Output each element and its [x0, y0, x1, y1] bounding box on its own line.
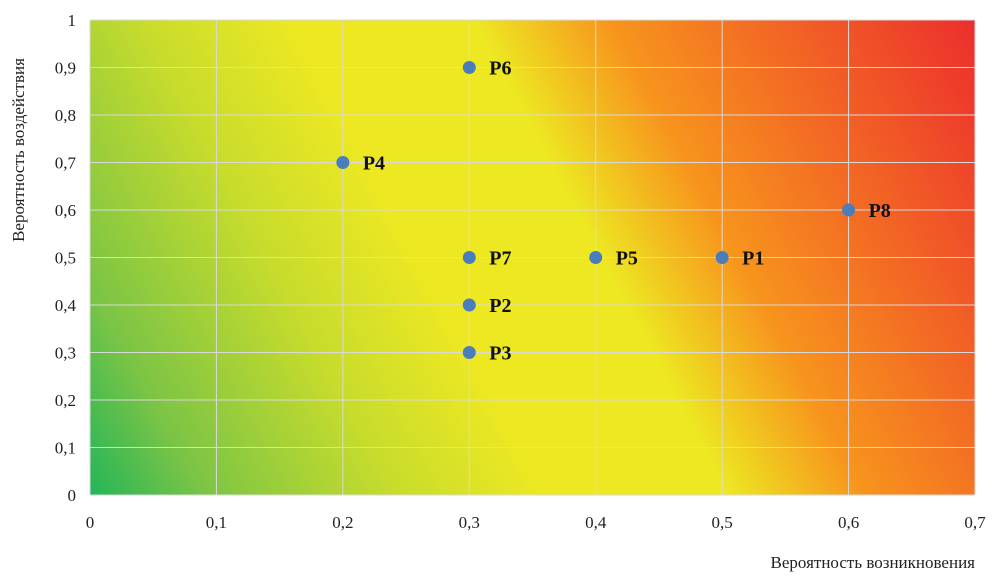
x-tick-label: 0,5: [712, 513, 733, 532]
x-tick-label: 0,4: [585, 513, 607, 532]
point-label: P1: [742, 248, 764, 270]
y-tick-label: 0,1: [55, 439, 76, 458]
y-tick-label: 0,8: [55, 106, 76, 125]
point-marker: [336, 156, 349, 169]
x-tick-label: 0,2: [332, 513, 353, 532]
y-tick-label: 0,6: [55, 201, 76, 220]
y-tick-label: 0,5: [55, 249, 76, 268]
point-label: P3: [489, 343, 511, 365]
point-label: P2: [489, 295, 511, 317]
point-marker: [463, 251, 476, 264]
point-label: P6: [489, 58, 511, 80]
point-marker: [463, 61, 476, 74]
y-tick-label: 0,3: [55, 344, 76, 363]
x-axis-title: Вероятность возникновения: [771, 553, 976, 572]
y-tick-label: 0,7: [55, 154, 77, 173]
y-axis-ticks: 0 0,1 0,2 0,3 0,4 0,5 0,6 0,7 0,8 0,9 1: [55, 11, 77, 505]
point-marker: [463, 346, 476, 359]
point-label: P5: [616, 248, 638, 270]
x-tick-label: 0,1: [206, 513, 227, 532]
point-marker: [716, 251, 729, 264]
y-tick-label: 0,2: [55, 391, 76, 410]
x-tick-label: 0,7: [964, 513, 986, 532]
point-marker: [589, 251, 602, 264]
point-label: P8: [869, 200, 891, 222]
y-tick-label: 0,9: [55, 59, 76, 78]
point-label: P7: [489, 248, 511, 270]
x-axis-ticks: 0 0,1 0,2 0,3 0,4 0,5 0,6 0,7: [86, 513, 986, 532]
x-tick-label: 0: [86, 513, 95, 532]
y-tick-label: 0: [68, 486, 77, 505]
point-marker: [463, 299, 476, 312]
y-tick-label: 0,4: [55, 296, 77, 315]
y-axis-title: Вероятность воздействия: [9, 58, 28, 242]
point-marker: [842, 204, 855, 217]
y-tick-label: 1: [68, 11, 77, 30]
x-tick-label: 0,3: [459, 513, 480, 532]
point-label: P4: [363, 153, 385, 175]
x-tick-label: 0,6: [838, 513, 859, 532]
